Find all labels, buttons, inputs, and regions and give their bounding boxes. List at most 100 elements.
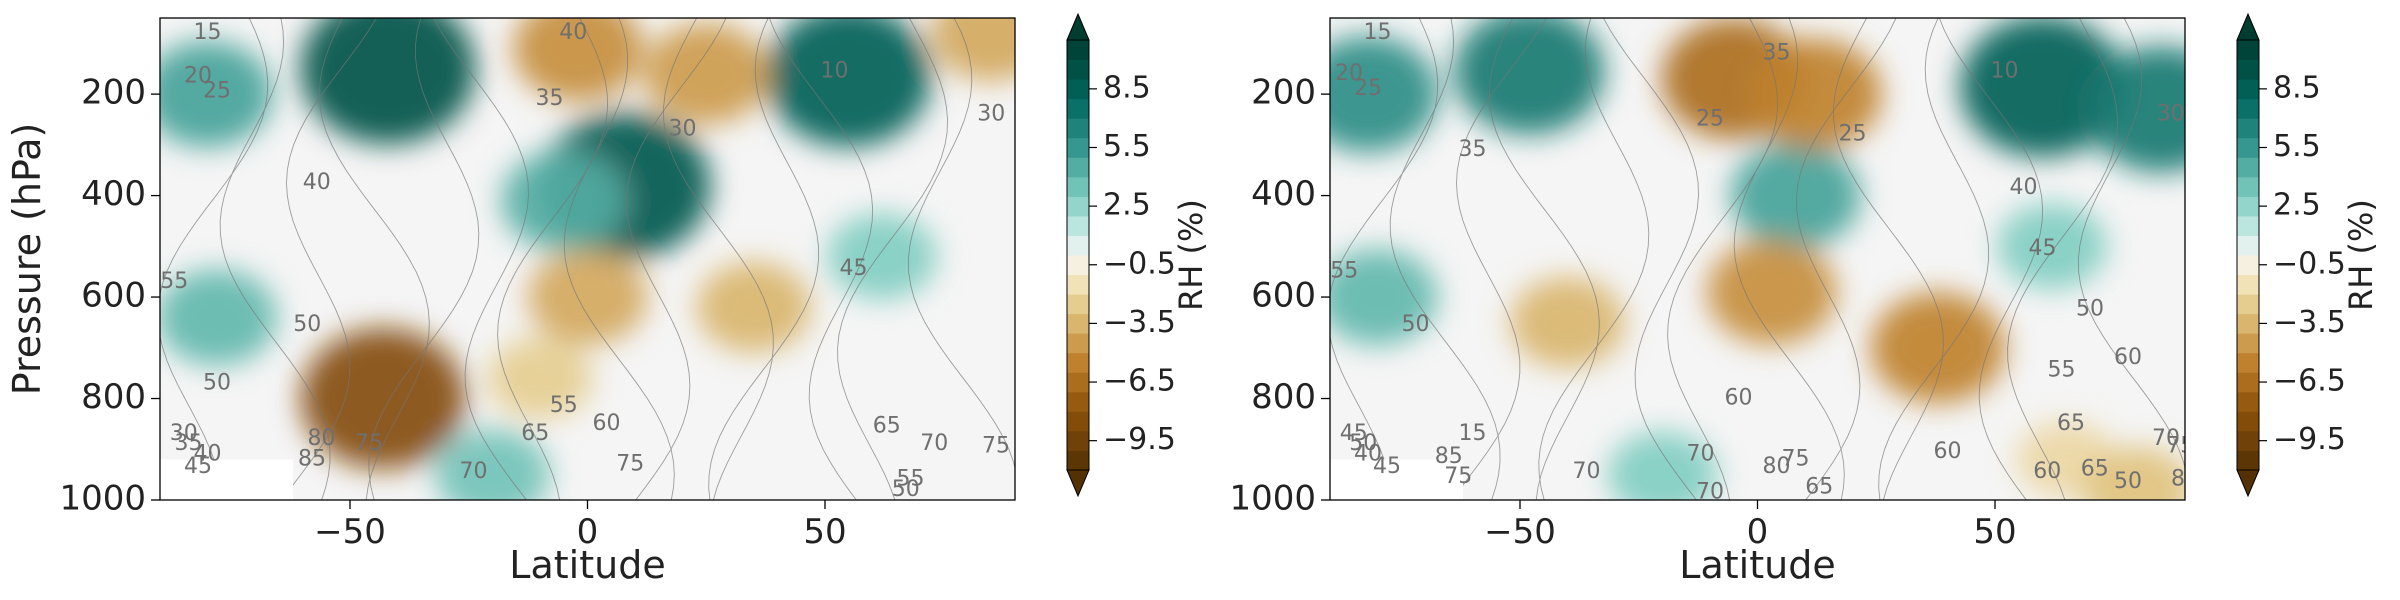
colorbar-band [1067,411,1089,432]
contour-label: 30 [170,421,198,446]
contour-line [1833,18,1944,500]
x-tick-label: 0 [1747,512,1769,552]
colorbar-band [1067,157,1089,178]
contour-label: 65 [2057,411,2085,436]
colorbar-band [2237,196,2259,217]
contour-label: 55 [1330,259,1358,284]
y-tick-label: 200 [1251,73,1316,113]
contour-label: 20 [1335,61,1363,86]
contour-label: 25 [1696,106,1724,131]
contour-label: 25 [203,79,231,104]
rh-anomaly-blob [513,18,643,102]
contour-label: 45 [840,256,868,281]
contour-line [2007,18,2118,500]
x-tick-label: 50 [1973,512,2016,552]
contour-label: 15 [194,20,222,45]
contour-label: 75 [1444,464,1472,489]
rh-anomaly-blob [1960,18,2125,157]
contour-line [837,18,948,500]
rh-anomaly-blob [160,269,277,366]
colorbar-band [2237,411,2259,432]
y-axis-label-left: Pressure (hPa) [5,123,49,396]
contour-label: 85 [298,446,326,471]
contour-label: 75 [355,431,383,456]
colorbar-tick-label: 5.5 [1103,129,1151,164]
colorbar-band [1067,274,1089,295]
contour-label: 50 [1349,431,1377,456]
contour-line [768,18,874,500]
colorbar-band [1067,430,1089,451]
colorbar-band [1067,118,1089,139]
contour-line [1330,18,1439,500]
colorbar-tick-label: −6.5 [1103,364,1176,399]
colorbar-band [2237,98,2259,119]
contour-line [1603,18,1699,500]
contour-label: 60 [2033,459,2061,484]
y-tick-label: 400 [81,174,146,214]
contour-label: 55 [550,393,578,418]
colorbar-label-right: RH (%) [2342,199,2380,311]
rh-anomaly-blob [766,18,932,147]
contour-label: 50 [203,370,231,395]
contour-label: 45 [1373,454,1401,479]
y-tick-label: 800 [81,377,146,417]
colorbar-band [2237,450,2259,471]
rh-anomaly-blob [1330,249,1438,346]
colorbar-frame [1066,39,1090,471]
rh-anomaly-blob [160,41,273,148]
contour-label: 70 [920,431,948,456]
colorbar-band [1067,391,1089,412]
y-tick-label: 600 [81,276,146,316]
colorbar-band [2237,157,2259,178]
rh-anomaly-blob [435,429,550,500]
colorbar-tick-label: −3.5 [1103,305,1176,340]
colorbar-band [2237,372,2259,393]
colorbar-tick-label: −9.5 [1103,422,1176,457]
colorbar-left: −9.5 −6.5 −3.5 −0.5 2.5 5.5 8.5 [1066,12,1176,498]
contour-label: 75 [1782,446,1810,471]
contour-label: 50 [2114,469,2142,494]
panel-right: 1520253525251030354055504550556065601585… [1229,12,2380,587]
contour-label: 15 [1364,20,1392,45]
y-tick-label: 600 [1251,276,1316,316]
contour-label: 55 [897,467,925,492]
colorbar-tick-label: −0.5 [2273,246,2346,281]
colorbar-extend-min [2236,469,2260,498]
contour-label: 30 [977,101,1005,126]
colorbar-band [2237,391,2259,412]
colorbar-band [1067,294,1089,315]
contour-label: 15 [1459,421,1487,446]
colorbar-tick-label: 5.5 [2273,129,2321,164]
rh-anomaly-blob [300,328,466,470]
contour-label: 55 [160,269,188,294]
contour-label: 50 [293,312,321,337]
contour-label: 40 [1354,441,1382,466]
rh-anomaly-blob [1510,276,1625,368]
colorbar-band [1067,59,1089,80]
rh-anomaly-blob [300,18,476,145]
contour-label: 40 [559,20,587,45]
contour-label: 10 [821,58,849,83]
rh-anomaly-blob [1870,292,2006,404]
contour-label: 60 [593,411,621,436]
contour-label: 50 [892,477,920,502]
colorbar-tick-label: 8.5 [1103,70,1151,105]
contour-line [907,18,1015,470]
colorbar-band [2237,40,2259,61]
contour-label: 25 [1839,122,1867,147]
y-tick-label: 800 [1251,377,1316,417]
contour-label: 70 [1696,479,1724,504]
contour-line [1796,18,1897,500]
colorbar-label-left: RH (%) [1172,199,1210,311]
contour-line [1389,18,1501,500]
colorbar-extend-min [1066,469,1090,498]
contour-label: 20 [184,63,212,88]
contour-label: 70 [460,459,488,484]
contour-label: 75 [616,451,644,476]
colorbar-band [2237,255,2259,276]
contour-label: 80 [1763,454,1791,479]
colorbar-band [2237,352,2259,373]
contour-line [1488,18,1600,500]
